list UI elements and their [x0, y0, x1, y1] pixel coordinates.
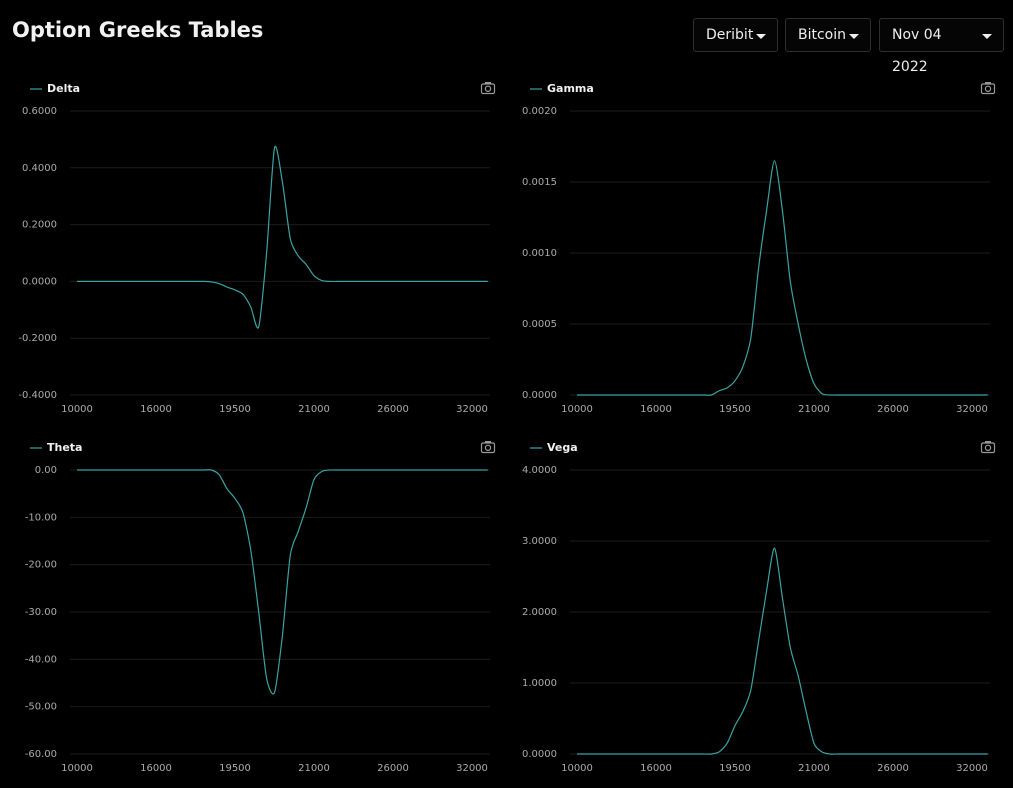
y-tick-label: 3.0000 [522, 536, 557, 547]
x-tick-label: 26000 [377, 404, 409, 415]
y-tick-label: -30.00 [25, 607, 57, 618]
camera-body [480, 442, 496, 454]
x-tick-label: 32000 [956, 404, 988, 415]
y-tick-label: 0.0010 [522, 248, 557, 259]
page-title: Option Greeks Tables [12, 18, 264, 42]
camera-body [480, 83, 496, 95]
x-tick-label: 32000 [456, 404, 488, 415]
x-tick-label: 26000 [877, 404, 909, 415]
x-tick-label: 26000 [377, 763, 409, 774]
chart-panel: 0.0020 0.0015 0.0010 0.0005 0.0000 10000 16000… [522, 82, 996, 415]
y-tick-label: 0.0015 [522, 177, 557, 188]
y-tick-label: 0.0000 [522, 390, 557, 401]
y-tick-label: -0.4000 [18, 390, 57, 401]
y-tick-label: 2.0000 [522, 607, 557, 618]
y-tick-label: 0.4000 [22, 163, 57, 174]
y-tick-label: -0.2000 [18, 333, 57, 344]
y-tick-label: 0.0000 [22, 276, 57, 287]
x-tick-label: 16000 [640, 404, 672, 415]
x-tick-label: 10000 [561, 763, 593, 774]
y-tick-label: 0.0000 [522, 749, 557, 760]
camera-button[interactable] [980, 441, 996, 454]
series-line [77, 469, 488, 695]
legend-label: Theta [47, 441, 82, 454]
x-tick-label: 19500 [219, 404, 251, 415]
x-tick-label: 21000 [298, 763, 330, 774]
camera-top [985, 82, 991, 85]
y-tick-label: 0.0005 [522, 319, 557, 330]
expiry-dropdown[interactable]: Nov 04 2022 [879, 18, 1004, 75]
x-tick-label: 19500 [219, 763, 251, 774]
x-tick-label: 19500 [719, 763, 751, 774]
camera-top [485, 82, 491, 85]
y-tick-label: 0.2000 [22, 220, 57, 231]
x-tick-label: 16000 [640, 763, 672, 774]
chart-panel: 0.6000 0.4000 0.2000 0.0000 -0.2000 -0.4000 10… [18, 82, 496, 415]
x-tick-label: 26000 [877, 763, 909, 774]
x-tick-label: 21000 [298, 404, 330, 415]
x-tick-label: 10000 [561, 404, 593, 415]
y-tick-label: -40.00 [25, 654, 57, 665]
camera-lens [484, 444, 492, 452]
y-tick-label: -20.00 [25, 560, 57, 571]
y-tick-label: 1.0000 [522, 678, 557, 689]
y-tick-label: 0.00 [35, 465, 57, 476]
series-line [576, 160, 988, 396]
legend-label: Delta [47, 82, 80, 95]
y-tick-label: -10.00 [25, 512, 57, 523]
camera-button[interactable] [980, 82, 996, 95]
exchange-dropdown[interactable]: Deribit [693, 18, 778, 52]
series-line [577, 547, 988, 755]
y-tick-label: -50.00 [25, 702, 57, 713]
camera-top [985, 441, 991, 444]
x-tick-label: 32000 [956, 763, 988, 774]
y-tick-label: 0.0020 [522, 106, 557, 117]
x-tick-label: 16000 [140, 763, 172, 774]
camera-top [485, 441, 491, 444]
asset-dropdown[interactable]: Bitcoin [785, 18, 871, 52]
camera-body [980, 442, 996, 454]
x-tick-label: 10000 [61, 763, 93, 774]
x-tick-label: 16000 [140, 404, 172, 415]
camera-lens [984, 85, 992, 93]
chart-panel: 0.00 -10.00 -20.00 -30.00 -40.00 -50.00 -60.00… [25, 441, 496, 774]
camera-lens [484, 85, 492, 93]
y-tick-label: -60.00 [25, 749, 57, 760]
x-tick-label: 21000 [798, 763, 830, 774]
camera-button[interactable] [480, 82, 496, 95]
x-tick-label: 10000 [61, 404, 93, 415]
legend-label: Gamma [547, 82, 594, 95]
chart-panel: 4.0000 3.0000 2.0000 1.0000 0.0000 10000 16000… [522, 441, 996, 774]
x-tick-label: 32000 [456, 763, 488, 774]
camera-body [980, 83, 996, 95]
y-tick-label: 0.6000 [22, 106, 57, 117]
camera-lens [984, 444, 992, 452]
x-tick-label: 19500 [719, 404, 751, 415]
series-line [77, 145, 488, 329]
camera-button[interactable] [480, 441, 496, 454]
legend-label: Vega [547, 441, 578, 454]
x-tick-label: 21000 [798, 404, 830, 415]
y-tick-label: 4.0000 [522, 465, 557, 476]
